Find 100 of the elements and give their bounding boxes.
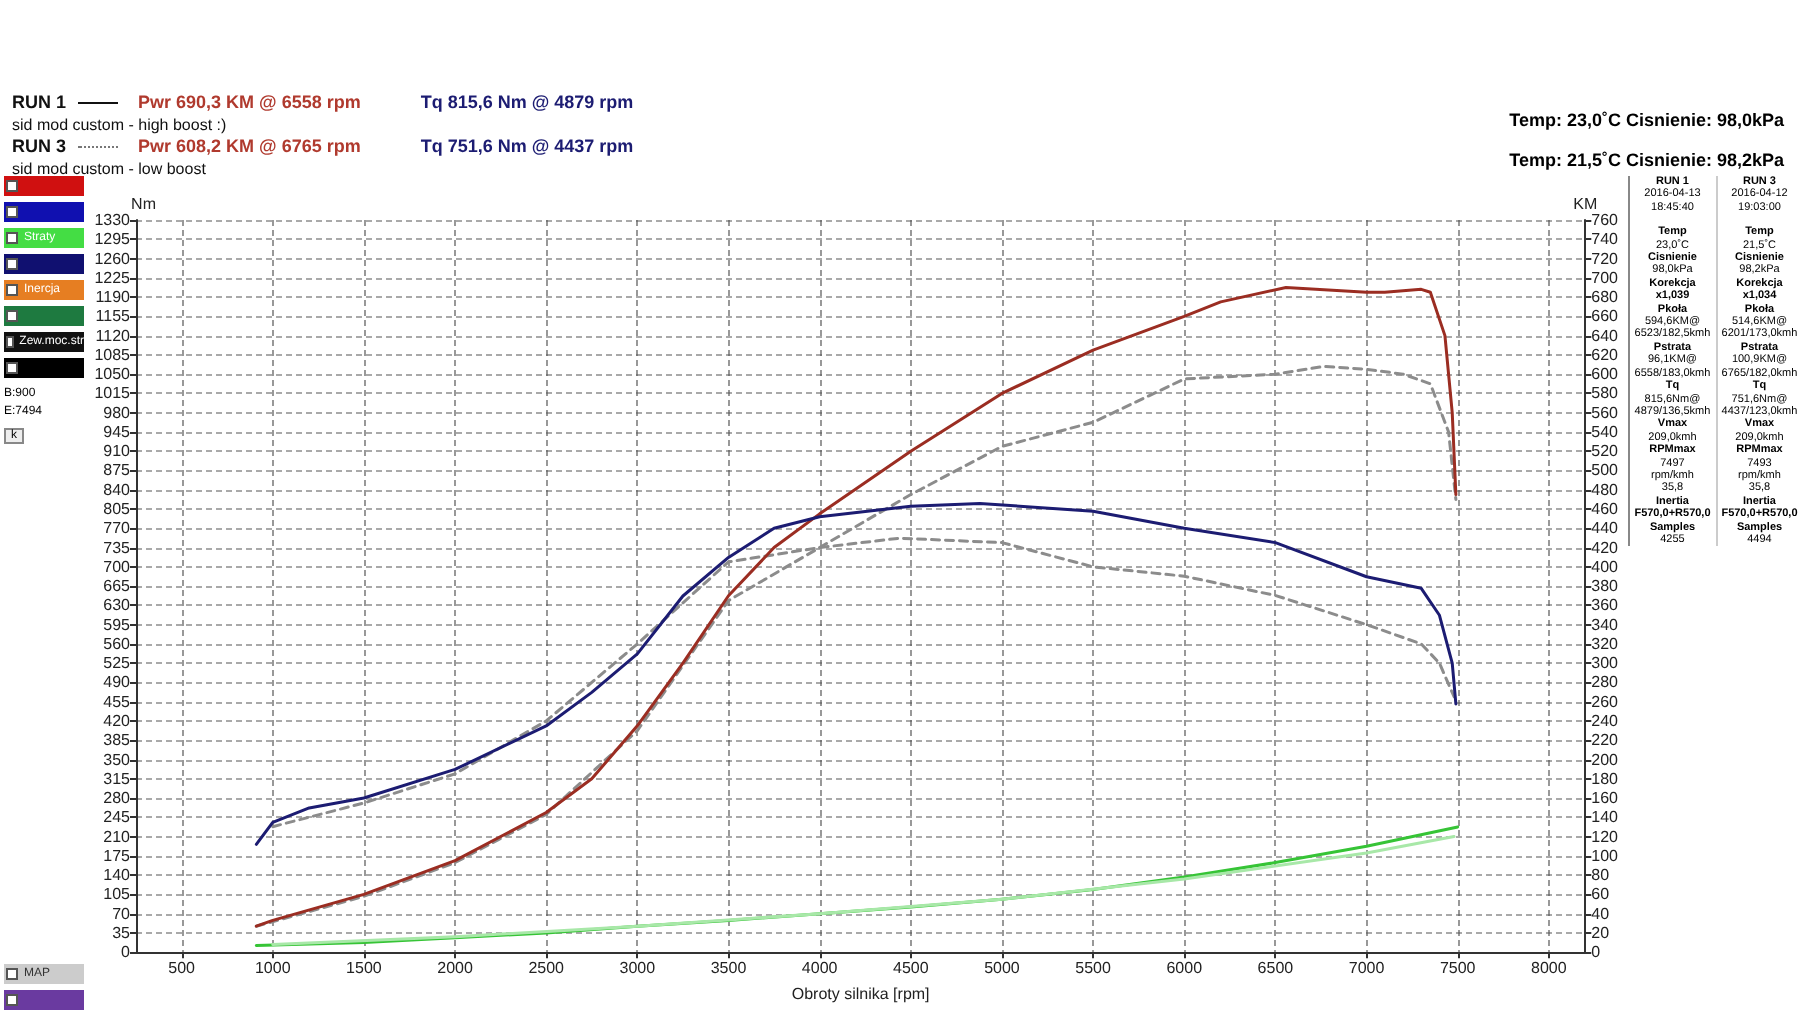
- x-tick-label: 3500: [710, 959, 748, 978]
- y-tick-label: 910: [103, 442, 132, 461]
- x-tick-label: 2500: [528, 959, 566, 978]
- y-tick-label: 735: [103, 538, 132, 557]
- x-tick-label: 8000: [1531, 959, 1568, 978]
- y2-tick-label: 500: [1591, 461, 1620, 480]
- x-tick-label: 2000: [437, 959, 474, 978]
- y2-tick-label: 360: [1591, 596, 1620, 615]
- y2-tick-label: 120: [1591, 827, 1620, 846]
- y-tick-label: 805: [103, 500, 132, 519]
- y2-axis-title: KM: [1573, 195, 1598, 213]
- y-tick-label: 420: [103, 711, 132, 730]
- text: RUN 1: [12, 92, 67, 112]
- text: Pwr 690,3 KM @ 6558 rpm: [138, 92, 361, 112]
- y2-tick-label: 220: [1591, 731, 1620, 750]
- text: Tq 815,6 Nm @ 4879 rpm: [420, 92, 634, 112]
- y2-tick-label: 680: [1591, 288, 1620, 307]
- y2-tick-label: 720: [1591, 249, 1620, 268]
- y2-tick-label: 660: [1591, 307, 1620, 326]
- y-tick-label: 945: [103, 422, 132, 441]
- y-tick-label: 1330: [94, 211, 132, 229]
- y2-tick-label: 20: [1591, 923, 1611, 942]
- y2-tick-label: 400: [1591, 557, 1620, 576]
- y-tick-label: 0: [121, 943, 132, 962]
- y-tick-label: 1190: [95, 288, 132, 307]
- y2-tick-label: 440: [1591, 519, 1620, 538]
- y-tick-label: 525: [103, 654, 132, 673]
- y-tick-label: 70: [112, 904, 132, 923]
- y2-tick-label: 280: [1591, 673, 1620, 692]
- y-tick-label: 105: [103, 885, 132, 904]
- x-tick-label: 5500: [1075, 959, 1112, 978]
- y-tick-label: 175: [103, 846, 132, 865]
- y-tick-label: 1050: [94, 365, 132, 384]
- y2-tick-label: 540: [1591, 422, 1620, 441]
- y-tick-label: 350: [103, 750, 132, 769]
- y2-tick-label: 80: [1591, 866, 1611, 885]
- y2-tick-label: 380: [1591, 577, 1620, 596]
- y-tick-label: 385: [103, 731, 132, 750]
- y-tick-label: 315: [103, 769, 132, 788]
- text: Temp: 21,5˚C Cisnienie: 98,2kPa: [1509, 150, 1784, 170]
- y2-tick-label: 560: [1591, 403, 1620, 422]
- y-tick-label: 1155: [95, 307, 132, 326]
- y-tick-label: 875: [103, 461, 132, 480]
- y2-tick-label: 140: [1591, 808, 1620, 827]
- y-tick-label: 35: [112, 923, 132, 942]
- y2-tick-label: 240: [1591, 711, 1620, 730]
- y-tick-label: 245: [103, 808, 132, 827]
- x-axis-title: Obroty silnika [rpm]: [791, 985, 930, 1003]
- y-tick-label: 140: [103, 866, 132, 885]
- y2-tick-label: 600: [1591, 365, 1620, 384]
- x-tick-label: 1500: [346, 959, 383, 978]
- y-tick-label: 1120: [95, 326, 132, 345]
- y2-tick-label: 300: [1591, 654, 1620, 673]
- y2-tick-label: 700: [1591, 268, 1620, 287]
- y2-tick-label: 100: [1591, 846, 1620, 865]
- text: Tq 751,6 Nm @ 4437 rpm: [420, 136, 634, 156]
- y2-tick-label: 320: [1591, 634, 1620, 653]
- x-tick-label: 1000: [254, 959, 292, 978]
- y-tick-label: 840: [103, 480, 132, 499]
- x-tick-label: 6500: [1257, 959, 1295, 978]
- x-tick-label: 7000: [1348, 959, 1386, 978]
- y-tick-label: 665: [103, 577, 132, 596]
- text: sid mod custom - high boost :): [12, 114, 229, 136]
- y2-tick-label: 760: [1591, 211, 1620, 229]
- x-tick-label: 3000: [619, 959, 657, 978]
- y-tick-label: 1085: [94, 345, 132, 364]
- y2-tick-label: 0: [1591, 943, 1602, 962]
- y2-tick-label: 580: [1591, 384, 1620, 403]
- y-tick-label: 490: [103, 673, 132, 692]
- y-tick-label: 455: [103, 692, 132, 711]
- y2-tick-label: 160: [1591, 789, 1620, 808]
- y-tick-label: 595: [103, 615, 132, 634]
- text: Pwr 608,2 KM @ 6765 rpm: [138, 136, 361, 156]
- x-tick-label: 4500: [892, 959, 930, 978]
- y2-tick-label: 60: [1591, 885, 1611, 904]
- x-tick-label: 500: [168, 959, 197, 978]
- text: RUN 3: [12, 136, 67, 156]
- y2-tick-label: 420: [1591, 538, 1620, 557]
- y-tick-label: 1015: [94, 384, 132, 403]
- y-tick-label: 700: [103, 557, 132, 576]
- y2-tick-label: 620: [1591, 345, 1620, 364]
- y-axis-title: Nm: [131, 195, 157, 213]
- y-tick-label: 1295: [94, 230, 132, 249]
- y-tick-label: 1225: [94, 268, 132, 287]
- y-tick-label: 630: [103, 596, 132, 615]
- y2-tick-label: 200: [1591, 750, 1620, 769]
- y-tick-label: 770: [103, 519, 132, 538]
- y2-tick-label: 520: [1591, 442, 1620, 461]
- y2-tick-label: 260: [1591, 692, 1620, 711]
- y2-tick-label: 460: [1591, 500, 1620, 519]
- text: Temp: 23,0˚C Cisnienie: 98,0kPa: [1509, 108, 1784, 134]
- text: sid mod custom - low boost: [12, 158, 208, 180]
- line-series: [254, 502, 1458, 846]
- x-tick-label: 7500: [1439, 959, 1477, 978]
- x-tick-label: 4000: [801, 959, 839, 978]
- y2-tick-label: 640: [1591, 326, 1620, 345]
- y2-tick-label: 40: [1591, 904, 1611, 923]
- y-tick-label: 980: [103, 403, 132, 422]
- y-tick-label: 210: [103, 827, 132, 846]
- x-tick-label: 5000: [984, 959, 1021, 978]
